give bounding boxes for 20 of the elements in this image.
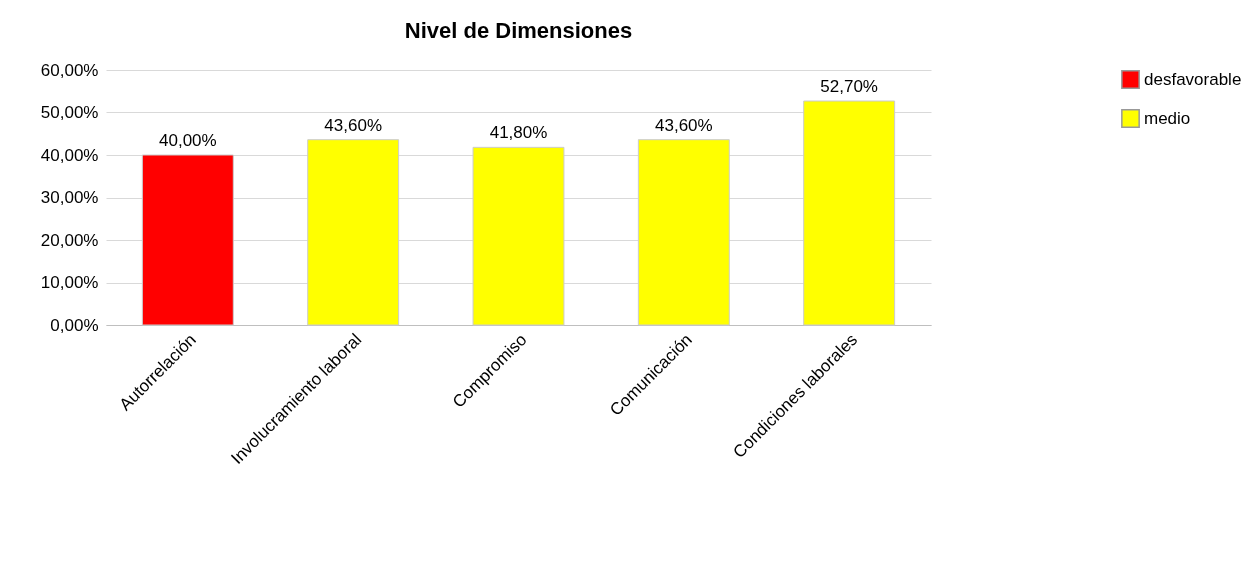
y-tick-label: 30,00%: [40, 188, 99, 207]
bar: [637, 139, 730, 326]
data-label: 43,60%: [654, 115, 713, 135]
bar: [803, 100, 896, 326]
data-label: 40,00%: [159, 131, 217, 150]
data-label: 52,70%: [820, 77, 878, 97]
legend-label: desfavorable: [1144, 69, 1242, 89]
y-tick-label: 50,00%: [40, 103, 99, 122]
data-label: 41,80%: [489, 123, 548, 143]
bar: [141, 154, 234, 326]
bar: [307, 139, 400, 326]
y-tick-label: 40,00%: [40, 145, 99, 165]
y-tick-label: 0,00%: [50, 315, 99, 335]
chart-title: Nivel de Dimensiones: [404, 18, 633, 43]
y-tick-label: 20,00%: [40, 230, 99, 250]
y-tick-label: 10,00%: [40, 273, 99, 292]
y-tick-label: 60,00%: [40, 60, 99, 80]
legend-label: medio: [1144, 108, 1191, 128]
bar: [472, 146, 565, 326]
data-label: 43,60%: [324, 115, 383, 135]
